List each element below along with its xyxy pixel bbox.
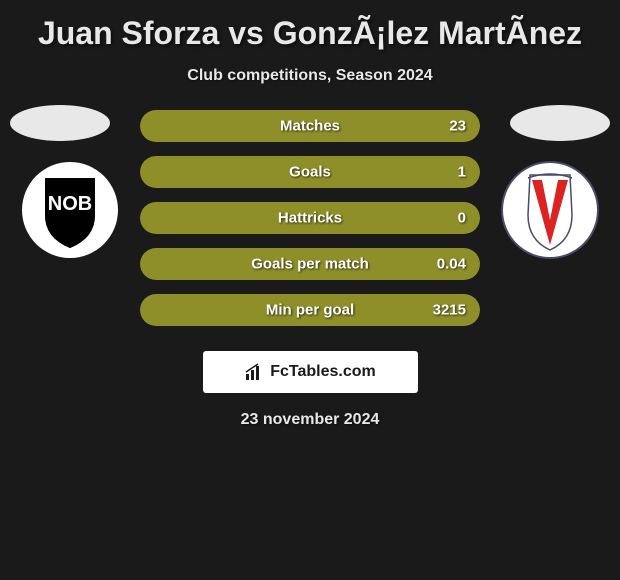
stat-bar: Min per goal 3215 [140,294,480,326]
svg-text:NOB: NOB [48,193,92,215]
stat-value: 1 [458,164,466,181]
stat-label: Min per goal [266,302,354,319]
subtitle: Club competitions, Season 2024 [187,67,432,85]
branding-text: FcTables.com [270,363,376,381]
stats-list: Matches 23 Goals 1 Hattricks 0 Goals per match… [140,110,480,326]
stat-value: 0 [458,210,466,227]
player-silhouette-right [510,105,610,141]
date-label: 23 november 2024 [241,411,380,429]
stat-bar: Matches 23 [140,110,480,142]
stat-value: 0.04 [437,256,466,273]
stat-label: Goals [289,164,331,181]
chart-icon [244,362,264,382]
branding-badge: FcTables.com [203,351,418,393]
stat-label: Hattricks [278,210,342,227]
stat-value: 3215 [433,302,466,319]
stat-value: 23 [449,118,466,135]
stat-label: Matches [280,118,340,135]
cai-shield-icon [500,160,600,260]
stat-bar: Goals per match 0.04 [140,248,480,280]
club-logo-left: NOB [20,160,120,265]
club-logo-right [500,160,600,265]
page-title: Juan Sforza vs GonzÃ¡lez MartÃ­nez [38,15,582,52]
content-row: NOB Matches 23 Goals 1 Hattricks 0 Goals per m… [0,110,620,326]
stat-label: Goals per match [251,256,369,273]
stat-bar: Goals 1 [140,156,480,188]
player-silhouette-left [10,105,110,141]
stat-bar: Hattricks 0 [140,202,480,234]
nob-shield-icon: NOB [20,160,120,260]
main-container: Juan Sforza vs GonzÃ¡lez MartÃ­nez Club … [0,0,620,439]
